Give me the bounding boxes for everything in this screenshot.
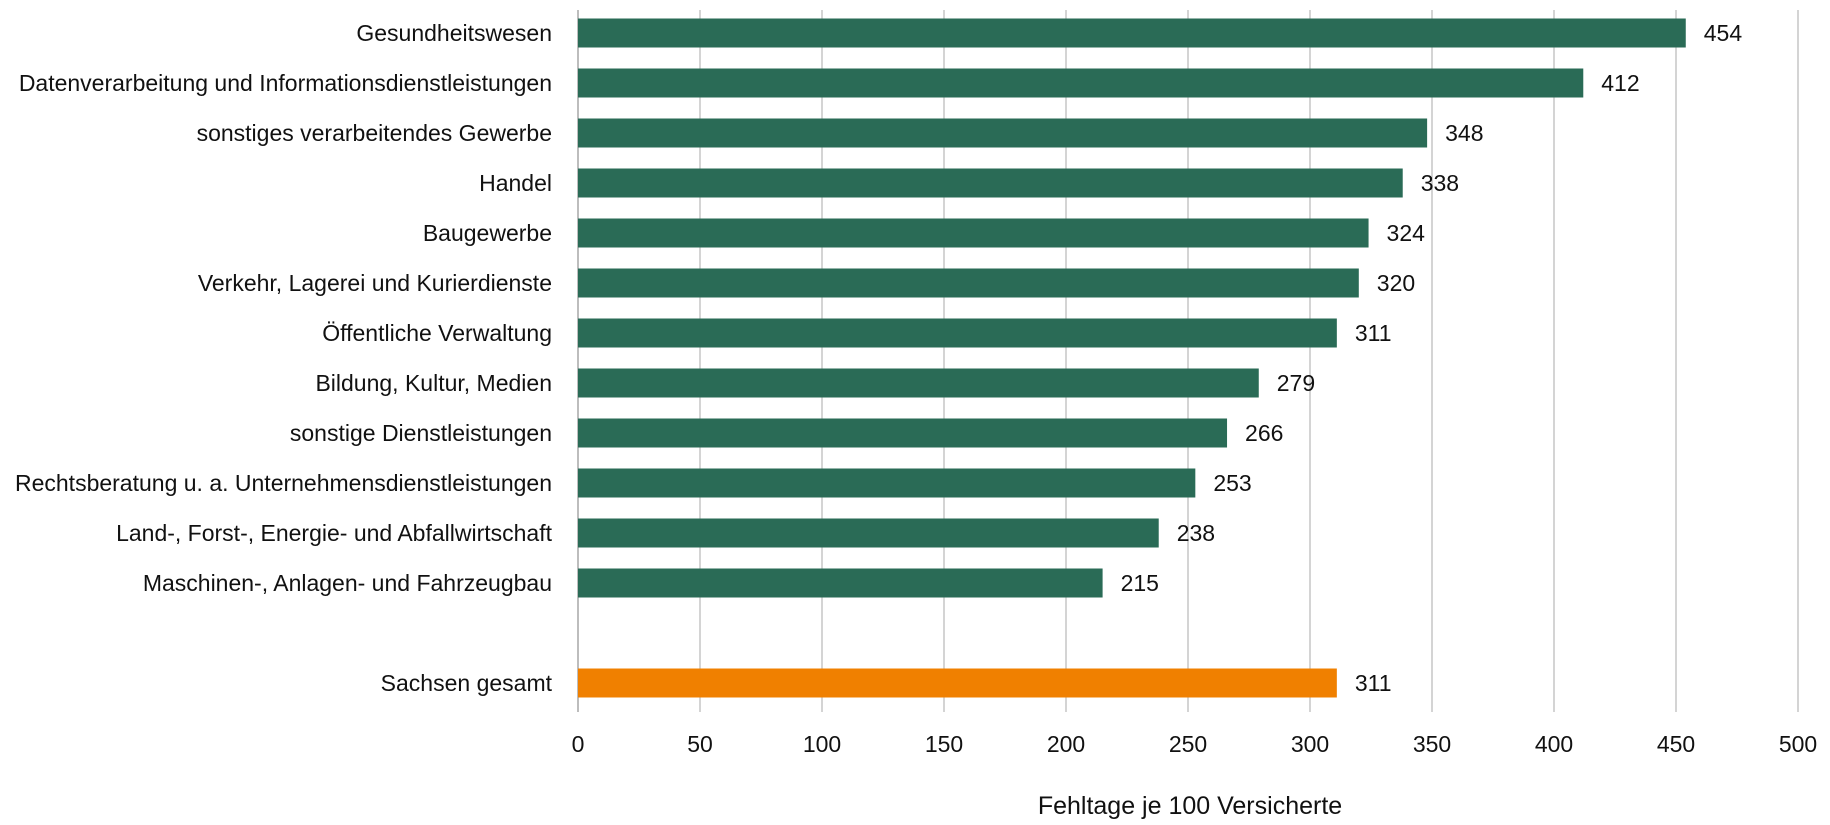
bars bbox=[578, 18, 1686, 698]
bar-total bbox=[578, 668, 1337, 698]
value-label: 215 bbox=[1121, 570, 1159, 596]
value-label: 311 bbox=[1355, 320, 1392, 346]
value-label: 279 bbox=[1277, 370, 1315, 396]
bar bbox=[578, 468, 1196, 498]
x-tick-label: 250 bbox=[1169, 731, 1207, 757]
x-axis-ticks: 0 50 100 150 200 250 300 350 400 450 500 bbox=[572, 731, 1818, 757]
value-label: 454 bbox=[1704, 20, 1743, 46]
value-label: 266 bbox=[1245, 420, 1283, 446]
category-label: Verkehr, Lagerei und Kurierdienste bbox=[198, 270, 552, 296]
value-label: 253 bbox=[1213, 470, 1251, 496]
value-labels: 454 412 348 338 324 320 311 279 266 253 238 215 311 bbox=[1121, 20, 1743, 696]
x-tick-label: 150 bbox=[925, 731, 963, 757]
category-label: sonstige Dienstleistungen bbox=[290, 420, 552, 446]
category-label: Öffentliche Verwaltung bbox=[322, 320, 552, 346]
x-tick-label: 400 bbox=[1535, 731, 1573, 757]
category-label: Land-, Forst-, Energie- und Abfallwirtsc… bbox=[116, 520, 553, 546]
bar bbox=[578, 268, 1359, 298]
category-label: Maschinen-, Anlagen- und Fahrzeugbau bbox=[143, 570, 552, 596]
bar bbox=[578, 518, 1159, 548]
value-label: 338 bbox=[1421, 170, 1459, 196]
value-label: 324 bbox=[1387, 220, 1426, 246]
category-label: Handel bbox=[479, 170, 552, 196]
category-label: Bildung, Kultur, Medien bbox=[315, 370, 552, 396]
x-tick-label: 500 bbox=[1779, 731, 1817, 757]
bar bbox=[578, 418, 1228, 448]
bar bbox=[578, 368, 1259, 398]
value-label: 311 bbox=[1355, 670, 1392, 696]
x-tick-label: 0 bbox=[572, 731, 585, 757]
x-tick-label: 50 bbox=[687, 731, 713, 757]
x-tick-label: 100 bbox=[803, 731, 841, 757]
bar bbox=[578, 218, 1369, 248]
x-tick-label: 350 bbox=[1413, 731, 1451, 757]
category-label: Rechtsberatung u. a. Unternehmensdienstl… bbox=[15, 470, 552, 496]
value-label: 412 bbox=[1601, 70, 1639, 96]
gridlines bbox=[577, 10, 1799, 712]
bar bbox=[578, 318, 1337, 348]
value-label: 238 bbox=[1177, 520, 1215, 546]
bar bbox=[578, 568, 1103, 598]
x-axis-title: Fehltage je 100 Versicherte bbox=[1038, 792, 1342, 820]
category-label: Gesundheitswesen bbox=[356, 20, 552, 46]
category-label: Sachsen gesamt bbox=[381, 670, 553, 696]
bar bbox=[578, 118, 1428, 148]
category-labels: Gesundheitswesen Datenverarbeitung und In… bbox=[15, 20, 553, 696]
value-label: 320 bbox=[1377, 270, 1415, 296]
category-label: sonstiges verarbeitendes Gewerbe bbox=[197, 120, 552, 146]
category-label: Baugewerbe bbox=[423, 220, 552, 246]
x-tick-label: 450 bbox=[1657, 731, 1695, 757]
x-tick-label: 200 bbox=[1047, 731, 1085, 757]
bar bbox=[578, 168, 1403, 198]
bar bbox=[578, 18, 1686, 48]
value-label: 348 bbox=[1445, 120, 1483, 146]
x-tick-label: 300 bbox=[1291, 731, 1329, 757]
category-label: Datenverarbeitung und Informationsdienst… bbox=[19, 70, 552, 96]
bar bbox=[578, 68, 1584, 98]
